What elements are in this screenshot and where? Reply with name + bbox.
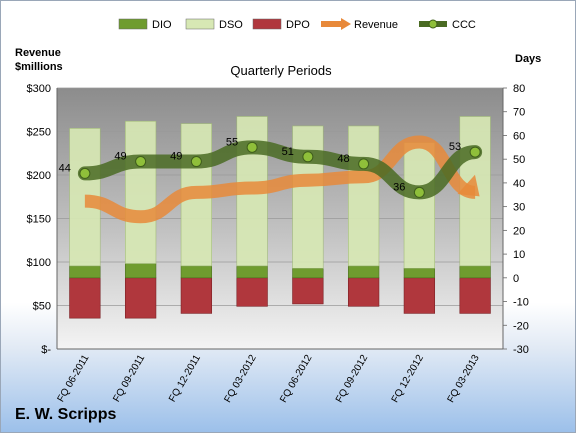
right-tick-label: -30: [513, 344, 529, 356]
category-label: FQ 06-2012: [278, 353, 314, 405]
right-tick-label: -20: [513, 320, 529, 332]
right-tick-label: 20: [513, 225, 525, 237]
ccc-data-label: 49: [170, 151, 182, 163]
bar-dio: [459, 265, 491, 279]
chart-title: Quarterly Periods: [230, 63, 332, 78]
legend-label: DSO: [219, 19, 243, 31]
legend: DIO DSO DPO Revenue CCC: [118, 18, 476, 31]
ccc-data-label: 53: [449, 141, 461, 153]
bar-dpo: [124, 277, 157, 319]
left-axis-title-line1: Revenue: [15, 47, 61, 59]
bar-dso: [292, 125, 324, 269]
left-axis-title-line2: $millions: [15, 61, 63, 73]
bar-dpo: [180, 277, 213, 314]
category-label: FQ 09-2012: [334, 353, 370, 405]
legend-label: Revenue: [354, 19, 398, 31]
right-tick-label: 0: [513, 273, 519, 285]
category-label: FQ 03-2013: [446, 353, 482, 405]
legend-swatch-dpo: [252, 18, 282, 30]
ccc-marker: [79, 167, 91, 179]
bar-dio: [124, 263, 157, 279]
bar-dio: [180, 265, 213, 279]
ccc-marker: [413, 186, 425, 198]
legend-label: DPO: [286, 19, 310, 31]
right-axis-title: Days: [515, 53, 542, 65]
ccc-marker: [190, 156, 202, 168]
legend-label: CCC: [452, 19, 476, 31]
right-tick-label: 40: [513, 178, 525, 190]
left-tick-label: $150: [27, 214, 51, 226]
ccc-data-label: 49: [114, 151, 126, 163]
legend-label: DIO: [152, 19, 172, 31]
legend-swatch-dio: [118, 18, 148, 30]
left-tick-label: $100: [27, 257, 51, 269]
right-tick-label: 30: [513, 202, 525, 214]
bar-dio: [403, 268, 436, 279]
left-axis-title: Revenue $millions: [15, 46, 63, 74]
ccc-marker: [358, 158, 370, 170]
bar-dpo: [459, 277, 491, 314]
ccc-marker: [135, 156, 147, 168]
ccc-marker: [302, 151, 314, 163]
bar-dpo: [403, 277, 436, 314]
bar-dio: [347, 265, 380, 279]
ccc-data-label: 55: [226, 136, 238, 148]
left-tick-label: $50: [33, 301, 51, 313]
left-tick-label: $200: [27, 170, 51, 182]
category-label: FQ 12-2011: [167, 353, 203, 404]
ccc-data-label: 36: [393, 181, 405, 193]
bar-dio: [292, 268, 324, 279]
revenue-line: [84, 135, 477, 224]
ccc-marker: [469, 146, 481, 158]
bar-dio: [236, 265, 268, 279]
category-label: FQ 06-2011: [56, 353, 92, 404]
category-label: FQ 09-2011: [111, 353, 147, 404]
right-tick-label: 80: [513, 83, 525, 95]
right-tick-label: 10: [513, 249, 525, 261]
ccc-data-label: 48: [337, 153, 349, 165]
left-tick-label: $300: [27, 83, 51, 95]
revenue-arrowhead: [457, 174, 480, 197]
ccc-marker: [246, 141, 258, 153]
legend-arrowhead: [341, 18, 351, 30]
ccc-data-label: 51: [282, 146, 294, 158]
legend-swatch-dso: [185, 18, 215, 30]
category-label: FQ 12-2012: [390, 353, 426, 405]
bar-dso: [124, 120, 157, 264]
category-label: FQ 03-2012: [223, 353, 259, 405]
bar-dso: [347, 125, 380, 267]
company-name: E. W. Scripps: [15, 406, 117, 423]
right-tick-label: 60: [513, 130, 525, 142]
ccc-data-label: 44: [59, 162, 71, 174]
bar-dso: [403, 142, 436, 269]
bar-dpo: [69, 277, 101, 319]
bar-dio: [69, 265, 101, 279]
bar-dpo: [236, 277, 268, 307]
right-tick-label: -10: [513, 297, 529, 309]
left-tick-label: $250: [27, 127, 51, 139]
legend-marker: [428, 19, 438, 29]
right-tick-label: 70: [513, 107, 525, 119]
bar-dpo: [347, 277, 380, 307]
right-tick-label: 50: [513, 154, 525, 166]
bar-dpo: [292, 277, 324, 305]
left-tick-label: $-: [41, 344, 51, 356]
